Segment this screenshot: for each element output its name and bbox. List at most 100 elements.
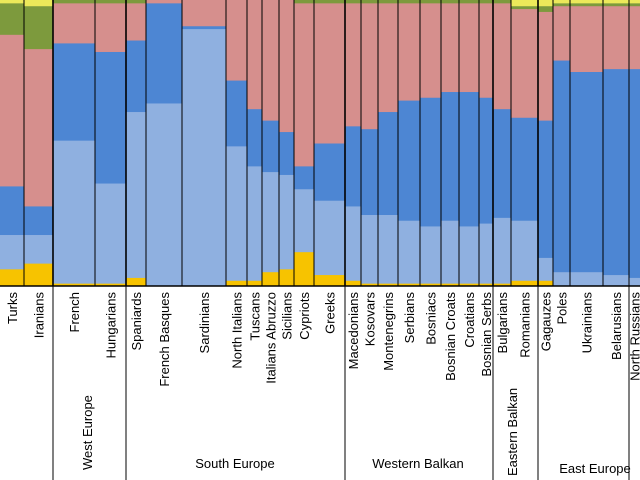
segment-hungarians-olive <box>95 0 126 4</box>
segment-belarusians-pink <box>603 5 629 70</box>
segment-ukrainians-olive <box>570 2 603 7</box>
bar-croatians <box>459 0 479 287</box>
segment-bulgarians-pink <box>493 2 511 110</box>
segment-sicilians-pink <box>279 0 294 133</box>
segment-romanians-yellow <box>511 280 538 287</box>
segment-turks-olive <box>0 2 24 35</box>
segment-italians-abruzzo-blue <box>262 120 279 173</box>
segment-iranians-pink <box>24 48 53 207</box>
segment-croatians-olive <box>459 0 479 4</box>
segment-french-pink <box>53 2 95 44</box>
segment-turks-pink <box>0 34 24 187</box>
segment-croatians-blue <box>459 91 479 227</box>
bar-north-russians <box>629 0 640 287</box>
segment-belarusians-blue <box>603 68 629 276</box>
population-label: Bosniacs <box>424 292 439 345</box>
segment-sardinians-light-blue <box>182 28 226 287</box>
segment-french-light-blue <box>53 140 95 284</box>
segment-bosnian-serbs-pink <box>479 2 493 98</box>
population-label: Bulgarians <box>495 292 510 354</box>
bar-french-basques <box>146 0 182 287</box>
segment-montenegrins-pink <box>378 2 398 113</box>
bar-gagauzes <box>538 0 553 287</box>
segment-belarusians-olive <box>603 2 629 7</box>
segment-bulgarians-olive <box>493 0 511 4</box>
population-label: Belarusians <box>609 292 624 360</box>
population-label: Sardinians <box>197 292 212 354</box>
population-label: Turks <box>5 292 20 325</box>
bar-serbians <box>398 0 420 287</box>
segment-turks-blue <box>0 185 24 236</box>
segment-hungarians-light-blue <box>95 183 126 284</box>
bar-iranians <box>24 0 53 287</box>
segment-french-olive <box>53 0 95 4</box>
bar-tuscans <box>247 0 262 287</box>
segment-tuscans-light-blue <box>247 165 262 281</box>
segment-french-basques-light-blue <box>146 102 182 287</box>
segment-macedonians-olive <box>345 0 361 4</box>
segment-bulgarians-blue <box>493 108 511 218</box>
population-label: Bosnian Serbs <box>479 292 494 377</box>
segment-serbians-yellow <box>398 283 420 287</box>
segment-bosnian-serbs-blue <box>479 97 493 224</box>
segment-bosniacs-pink <box>420 2 441 98</box>
segment-gagauzes-pink <box>538 11 553 121</box>
population-label: Greeks <box>323 292 338 334</box>
segment-iranians-light-blue <box>24 234 53 264</box>
bar-greeks <box>314 0 345 287</box>
segment-romanians-olive <box>511 5 538 10</box>
segment-macedonians-yellow <box>345 280 361 287</box>
segment-cypriots-light-blue <box>294 188 314 253</box>
bar-cypriots <box>294 0 314 287</box>
population-label: Romanians <box>518 292 533 358</box>
population-label: Iranians <box>32 292 47 339</box>
segment-north-russians-light-blue <box>629 277 640 287</box>
segment-french-yellow <box>53 283 95 287</box>
segment-greeks-pink <box>314 2 345 144</box>
segment-french-blue <box>53 42 95 141</box>
segment-hungarians-blue <box>95 51 126 184</box>
segment-bosnian-serbs-light-blue <box>479 223 493 284</box>
segment-north-italians-blue <box>226 80 247 147</box>
segment-belarusians-pale-yellow <box>603 0 629 4</box>
segment-cypriots-yellow <box>294 251 314 287</box>
segment-north-italians-yellow <box>226 280 247 287</box>
segment-turks-yellow <box>0 268 24 287</box>
segment-cypriots-olive <box>294 0 314 4</box>
bar-bosnian-serbs <box>479 0 493 287</box>
population-label: Macedonians <box>346 292 361 370</box>
segment-belarusians-light-blue <box>603 274 629 287</box>
segment-spaniards-pink <box>126 2 146 41</box>
segment-kosovars-light-blue <box>361 214 378 284</box>
segment-bosniacs-blue <box>420 97 441 227</box>
segment-kosovars-blue <box>361 128 378 215</box>
population-label: Sicilians <box>280 292 295 340</box>
segment-gagauzes-pale-yellow <box>538 0 553 7</box>
segment-north-italians-pink <box>226 0 247 81</box>
segment-bosniacs-yellow <box>420 283 441 287</box>
segment-romanians-pink <box>511 8 538 118</box>
segment-romanians-blue <box>511 117 538 221</box>
segment-italians-abruzzo-light-blue <box>262 171 279 273</box>
segment-macedonians-blue <box>345 125 361 207</box>
bar-italians-abruzzo <box>262 0 279 287</box>
segment-montenegrins-blue <box>378 111 398 215</box>
segment-italians-abruzzo-pink <box>262 0 279 121</box>
segment-romanians-light-blue <box>511 220 538 281</box>
population-label: Serbians <box>402 292 417 344</box>
segment-poles-pink <box>553 5 570 61</box>
segment-north-russians-pink <box>629 5 640 70</box>
segment-spaniards-light-blue <box>126 111 146 278</box>
bar-north-italians <box>226 0 247 287</box>
segment-gagauzes-blue <box>538 120 553 258</box>
segment-sicilians-yellow <box>279 268 294 287</box>
population-labels: Turks Iranians French Hungarians Spaniards Fr… <box>5 292 640 387</box>
segment-ukrainians-light-blue <box>570 271 603 287</box>
bar-bosnian-croats <box>441 0 459 287</box>
bar-belarusians <box>603 0 629 287</box>
group-label-west-europe: West Europe <box>80 395 95 470</box>
population-label: Gagauzes <box>539 292 554 352</box>
segment-sardinians-pink <box>182 0 226 27</box>
segment-romanians-pale-yellow <box>511 0 538 7</box>
